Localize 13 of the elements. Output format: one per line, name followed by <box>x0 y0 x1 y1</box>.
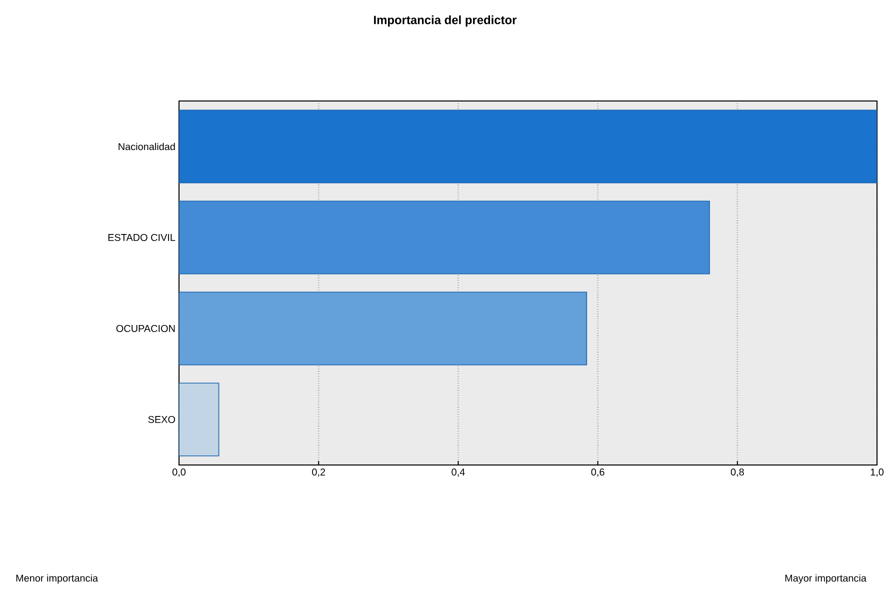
y-tick-label: ESTADO CIVIL <box>108 234 176 242</box>
x-tick-label: 0,2 <box>312 468 326 477</box>
y-tick-label: OCUPACION <box>116 324 175 332</box>
y-tick-label: SEXO <box>148 416 176 424</box>
x-tick-label: 0,0 <box>172 468 186 477</box>
y-tick-label: Nacionalidad <box>118 142 175 150</box>
x-tick-label: 0,8 <box>730 468 744 477</box>
x-tick-label: 0,6 <box>591 468 604 477</box>
text: Mayor importancia <box>785 574 866 584</box>
x-tick-label: 0,4 <box>452 468 465 477</box>
x-tick-label: 1,0 <box>870 468 884 477</box>
chart-title: Importancia del predictor <box>374 15 517 27</box>
text: Menor importancia <box>16 574 98 584</box>
